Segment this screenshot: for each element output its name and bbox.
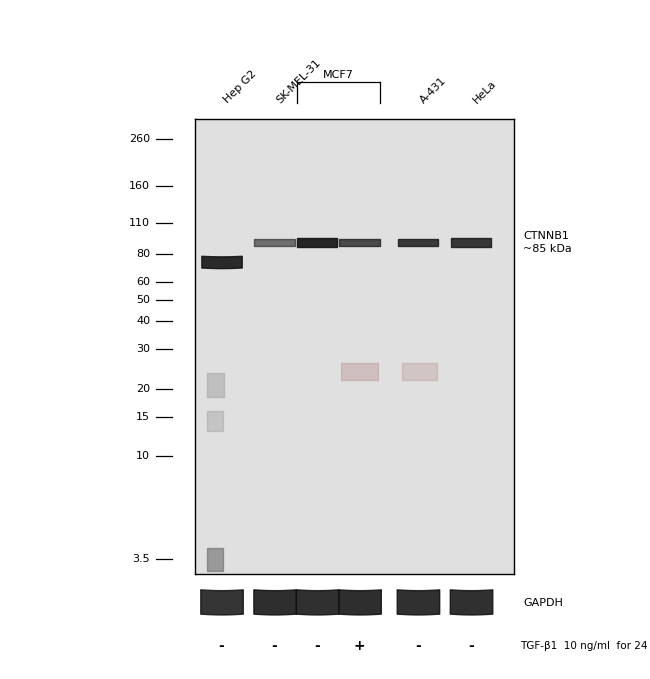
Text: A-431: A-431 xyxy=(418,75,448,105)
Text: 110: 110 xyxy=(129,218,150,228)
Text: -: - xyxy=(468,639,474,653)
Text: TGF-β1  10 ng/ml  for 24 hr: TGF-β1 10 ng/ml for 24 hr xyxy=(521,641,650,650)
Text: -: - xyxy=(314,639,320,653)
Text: +: + xyxy=(354,639,365,653)
Text: 30: 30 xyxy=(136,344,150,354)
Text: GAPDH: GAPDH xyxy=(523,598,563,608)
Text: 10: 10 xyxy=(136,452,150,462)
Text: -: - xyxy=(272,639,278,653)
Text: Hep G2: Hep G2 xyxy=(222,69,258,105)
Text: SK-MEL-31: SK-MEL-31 xyxy=(274,57,322,105)
Text: -: - xyxy=(218,639,224,653)
Text: 40: 40 xyxy=(136,316,150,327)
Text: 80: 80 xyxy=(136,249,150,259)
Text: CTNNB1
~85 kDa: CTNNB1 ~85 kDa xyxy=(523,231,572,254)
Text: -: - xyxy=(415,639,421,653)
Text: HeLa: HeLa xyxy=(471,78,498,105)
Text: MCF7: MCF7 xyxy=(323,70,354,80)
Text: 20: 20 xyxy=(136,384,150,394)
Text: 15: 15 xyxy=(136,412,150,422)
Text: 50: 50 xyxy=(136,295,150,305)
Text: 60: 60 xyxy=(136,277,150,287)
Text: 160: 160 xyxy=(129,181,150,191)
Text: 260: 260 xyxy=(129,134,150,144)
Text: 3.5: 3.5 xyxy=(133,554,150,564)
